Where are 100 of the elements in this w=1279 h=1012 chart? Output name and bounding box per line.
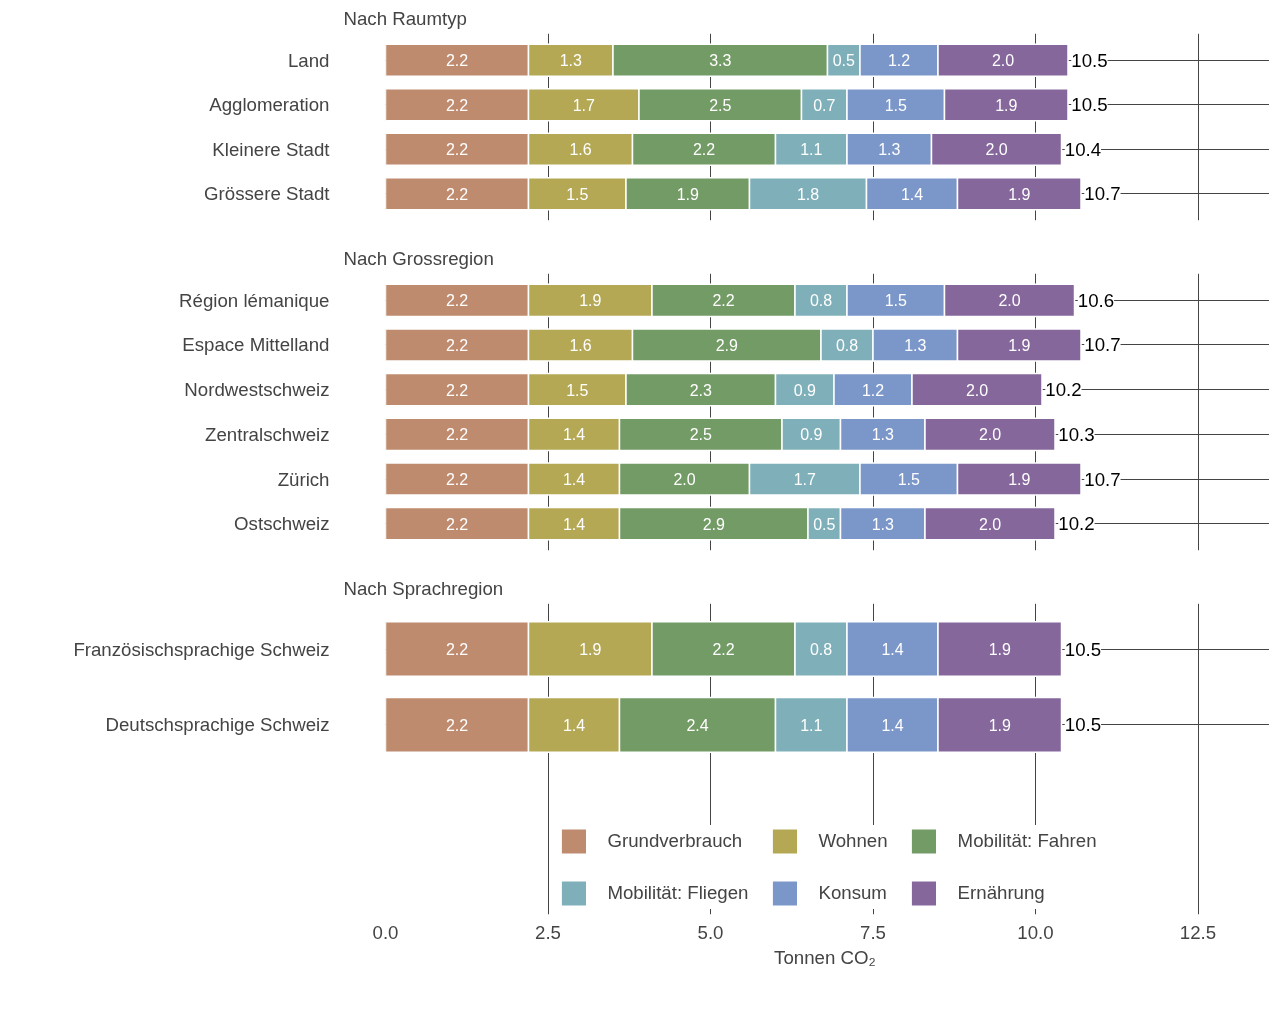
chart-title: Nach Grossregion xyxy=(343,247,494,269)
x-tick-label: 0.0 xyxy=(372,921,399,943)
y-tick-label: Zentralschweiz xyxy=(205,423,330,445)
y-tick-label: Grössere Stadt xyxy=(204,183,331,205)
data-label: 1.9 xyxy=(995,96,1018,114)
data-label: 1.9 xyxy=(1008,471,1031,489)
data-label: 2.2 xyxy=(445,185,469,203)
data-label: 2.9 xyxy=(715,336,738,354)
x-tick-label: 12.5 xyxy=(1179,921,1217,943)
total-label: 10.5 xyxy=(1064,714,1102,736)
y-tick-label: Agglomeration xyxy=(209,94,330,116)
data-label: 0.8 xyxy=(809,641,833,659)
data-label: 1.7 xyxy=(572,96,595,114)
x-tick-label: 10.0 xyxy=(1017,921,1054,943)
chart-title: Nach Sprachregion xyxy=(343,577,504,599)
x-tick-label: 7.5 xyxy=(860,921,886,943)
x-axis-title: Tonnen CO₂ xyxy=(774,946,876,968)
data-label: 3.3 xyxy=(709,52,732,70)
y-tick-label: Zürich xyxy=(277,468,330,490)
data-label: 1.9 xyxy=(579,641,602,659)
total-label: 10.5 xyxy=(1071,49,1108,71)
total-label: 10.7 xyxy=(1084,183,1121,205)
data-label: 2.2 xyxy=(445,292,469,310)
data-label: 2.2 xyxy=(445,381,469,399)
data-label: 1.6 xyxy=(569,336,592,354)
total-label: 10.5 xyxy=(1064,638,1102,660)
data-label: 0.8 xyxy=(835,336,859,354)
data-label: 1.4 xyxy=(562,471,586,489)
data-label: 1.5 xyxy=(566,185,589,203)
data-label: 0.8 xyxy=(809,292,833,310)
data-label: 0.7 xyxy=(813,96,836,114)
data-label: 1.9 xyxy=(1008,185,1031,203)
data-label: 1.4 xyxy=(562,515,586,533)
data-label: 2.2 xyxy=(445,96,469,114)
data-label: 1.4 xyxy=(900,185,924,203)
data-label: 1.1 xyxy=(800,141,823,159)
legend-label: Mobilität: Fahren xyxy=(957,830,1097,852)
data-label: 2.2 xyxy=(445,515,469,533)
data-label: 1.2 xyxy=(887,52,911,70)
data-label: 1.5 xyxy=(884,292,907,310)
data-label: 2.0 xyxy=(978,426,1002,444)
data-label: 0.9 xyxy=(793,381,816,399)
data-label: 1.3 xyxy=(878,141,901,159)
x-tick-label: 2.5 xyxy=(535,921,561,943)
data-label: 1.7 xyxy=(793,471,816,489)
data-label: 2.2 xyxy=(445,471,469,489)
data-label: 1.5 xyxy=(884,96,907,114)
total-label: 10.2 xyxy=(1045,379,1082,401)
legend-label: Wohnen xyxy=(818,830,888,852)
data-label: 1.9 xyxy=(676,185,699,203)
data-label: 2.2 xyxy=(445,426,469,444)
y-tick-label: Nordwestschweiz xyxy=(184,379,330,401)
data-label: 2.4 xyxy=(686,716,709,734)
data-label: 0.5 xyxy=(813,515,836,533)
data-label: 2.0 xyxy=(998,292,1021,310)
data-label: 2.5 xyxy=(689,426,712,444)
data-label: 1.9 xyxy=(988,716,1011,734)
data-label: 0.5 xyxy=(832,52,855,70)
y-tick-label: Région lémanique xyxy=(179,289,330,311)
data-label: 1.3 xyxy=(871,426,894,444)
data-label: 1.4 xyxy=(881,716,904,734)
data-label: 2.0 xyxy=(965,381,989,399)
legend-label: Grundverbrauch xyxy=(607,830,743,852)
data-label: 1.4 xyxy=(881,641,904,659)
total-label: 10.6 xyxy=(1077,289,1115,311)
x-tick-label: 5.0 xyxy=(697,921,724,943)
data-label: 2.3 xyxy=(689,381,712,399)
data-label: 1.9 xyxy=(579,292,602,310)
legend-label: Mobilität: Fliegen xyxy=(607,882,749,904)
data-label: 2.2 xyxy=(445,141,469,159)
data-label: 2.2 xyxy=(692,141,716,159)
legend-label: Ernährung xyxy=(957,882,1045,904)
data-label: 0.9 xyxy=(800,426,823,444)
total-label: 10.5 xyxy=(1071,94,1108,116)
data-label: 1.5 xyxy=(566,381,589,399)
data-label: 2.2 xyxy=(712,292,735,310)
data-label: 1.5 xyxy=(897,471,920,489)
data-label: 1.2 xyxy=(861,381,885,399)
total-label: 10.2 xyxy=(1058,513,1095,535)
data-label: 2.0 xyxy=(978,515,1002,533)
data-label: 2.2 xyxy=(445,641,469,659)
y-tick-label: Deutschsprachige Schweiz xyxy=(105,714,330,736)
y-tick-label: Französischsprachige Schweiz xyxy=(73,638,330,660)
data-label: 1.3 xyxy=(871,515,894,533)
y-tick-label: Ostschweiz xyxy=(234,513,330,535)
data-label: 1.9 xyxy=(988,641,1011,659)
y-tick-label: Kleinere Stadt xyxy=(212,138,331,160)
data-label: 1.4 xyxy=(562,716,586,734)
data-label: 1.3 xyxy=(904,336,927,354)
data-label: 2.2 xyxy=(445,52,469,70)
data-label: 1.4 xyxy=(562,426,586,444)
total-label: 10.4 xyxy=(1064,138,1102,160)
data-label: 2.0 xyxy=(991,52,1015,70)
legend-label: Konsum xyxy=(818,882,887,904)
total-label: 10.7 xyxy=(1084,468,1121,490)
data-label: 2.2 xyxy=(445,336,469,354)
data-label: 1.8 xyxy=(796,185,820,203)
data-label: 1.3 xyxy=(559,52,582,70)
total-label: 10.7 xyxy=(1084,334,1121,356)
total-label: 10.3 xyxy=(1058,423,1095,445)
